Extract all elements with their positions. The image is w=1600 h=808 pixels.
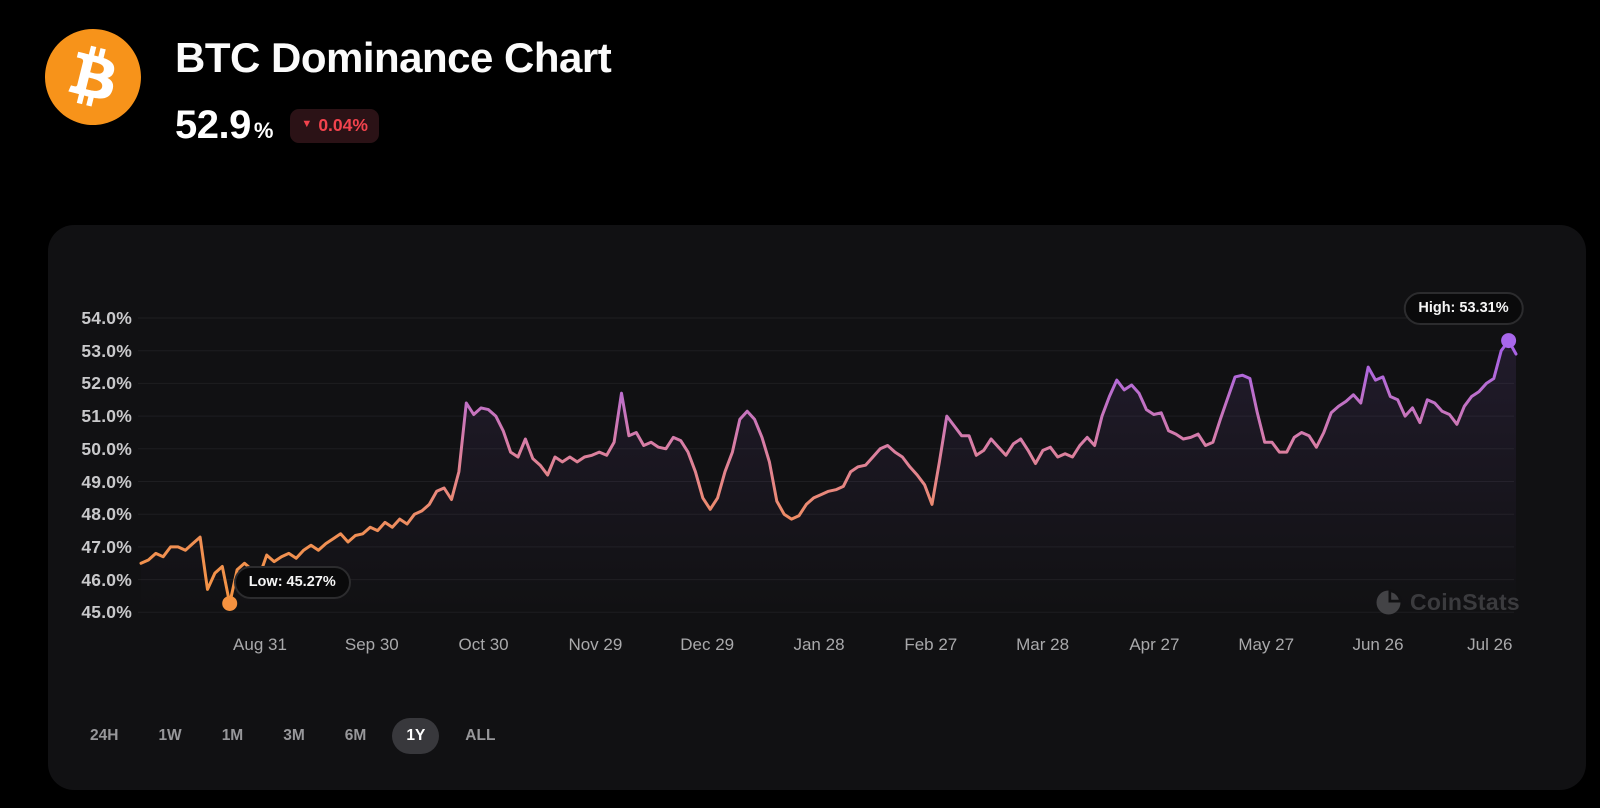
y-axis-label: 54.0% <box>81 308 132 328</box>
timeframe-1w-button[interactable]: 1W <box>158 727 182 744</box>
high-point-dot <box>1501 333 1517 349</box>
x-axis-label: Aug 31 <box>233 635 287 654</box>
x-axis-label: Jan 28 <box>793 635 845 654</box>
triangle-down-icon: ▼ <box>301 118 313 130</box>
x-axis-label: Sep 30 <box>344 635 399 654</box>
watermark-text: CoinStats <box>1409 589 1520 615</box>
x-axis-label: Nov 29 <box>568 635 623 654</box>
x-axis-label: Mar 28 <box>1016 635 1070 654</box>
high-tooltip: High: 53.31% <box>1403 291 1524 325</box>
timeframe-all-button[interactable]: ALL <box>465 727 496 744</box>
dominance-value: 52.9 <box>175 103 251 147</box>
x-axis-label: Jun 26 <box>1352 635 1404 654</box>
change-badge: ▼ 0.04% <box>290 108 379 143</box>
x-axis-label: Feb 27 <box>904 635 958 654</box>
timeframe-1y-button[interactable]: 1Y <box>392 718 440 754</box>
bitcoin-logo-icon <box>45 29 141 125</box>
dominance-chart[interactable] <box>48 225 1586 790</box>
y-axis-label: 46.0% <box>81 569 132 590</box>
timeframe-6m-button[interactable]: 6M <box>344 727 367 744</box>
watermark: CoinStats <box>1375 589 1520 616</box>
low-tooltip: Low: 45.27% <box>233 566 351 600</box>
y-axis-label: 53.0% <box>81 340 132 361</box>
y-axis-label: 50.0% <box>81 438 132 459</box>
page-title: BTC Dominance Chart <box>175 34 612 81</box>
y-axis-label: 51.0% <box>81 406 132 427</box>
y-axis-label: 52.0% <box>81 373 132 394</box>
chart-panel: 54.0% 53.0% 52.0% 51.0% 50.0% 49.0% 48.0% 47.0%… <box>48 225 1586 790</box>
x-axis-label: Jul 26 <box>1467 635 1513 654</box>
dominance-line <box>139 339 1518 605</box>
change-value: 0.04% <box>318 114 368 135</box>
timeframe-selector: 24H 1W 1M 3M 6M 1Y ALL <box>76 718 509 754</box>
x-axis-label: Oct 30 <box>458 635 509 654</box>
timeframe-3m-button[interactable]: 3M <box>283 727 305 744</box>
x-axis-label: Dec 29 <box>680 635 735 654</box>
y-axis-label: 49.0% <box>81 471 132 492</box>
timeframe-24h-button[interactable]: 24H <box>90 727 119 744</box>
dominance-value-unit: % <box>253 118 274 143</box>
dominance-value-row: 52.9 % ▼ 0.04% <box>175 103 611 148</box>
coinstats-logo-icon <box>1375 589 1402 616</box>
y-axis-label: 45.0% <box>81 602 132 623</box>
y-axis-label: 48.0% <box>81 504 132 525</box>
low-point-dot <box>222 595 238 611</box>
x-axis-label: May 27 <box>1238 635 1295 654</box>
dominance-value-group: 52.9 % <box>175 103 273 148</box>
timeframe-1m-button[interactable]: 1M <box>221 727 244 744</box>
y-axis-label: 47.0% <box>81 536 132 557</box>
x-axis-label: Apr 27 <box>1129 635 1180 654</box>
